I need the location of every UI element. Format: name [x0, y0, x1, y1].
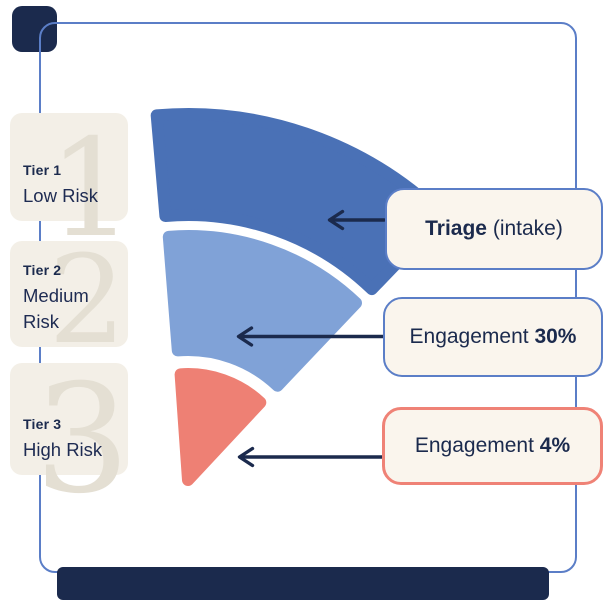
tier-2-wedge [162, 230, 362, 392]
callout-engagement-30-text: Engagement 30% [409, 325, 577, 348]
callout-triage: Triage (intake) [385, 188, 603, 270]
tier-3-risk-label: High Risk [23, 439, 103, 460]
callout-engagement-30: Engagement 30% [383, 297, 603, 377]
tier-3-wedge [174, 368, 267, 486]
tier-card-3: 3 Tier 3 High Risk [10, 363, 130, 515]
tier-1-label: Tier 1 [23, 162, 62, 178]
tier-3-label: Tier 3 [23, 416, 62, 432]
callout-triage-text: Triage (intake) [425, 217, 563, 240]
tier-1-risk-label: Low Risk [23, 185, 99, 206]
tier-card-2: 2 Tier 2 Medium Risk [10, 239, 128, 361]
bottom-accent-bar [57, 567, 549, 600]
tier-card-1: 1 Tier 1 Low Risk [10, 113, 134, 256]
tier-2-label: Tier 2 [23, 262, 62, 278]
arrow-triage [327, 209, 386, 231]
arrow-engagement-30 [236, 326, 385, 347]
arrow-engagement-4 [237, 446, 384, 468]
tier-2-risk-label: Medium Risk [23, 285, 89, 332]
callout-engagement-4: Engagement 4% [382, 407, 603, 485]
callout-engagement-4-text: Engagement 4% [414, 434, 571, 457]
